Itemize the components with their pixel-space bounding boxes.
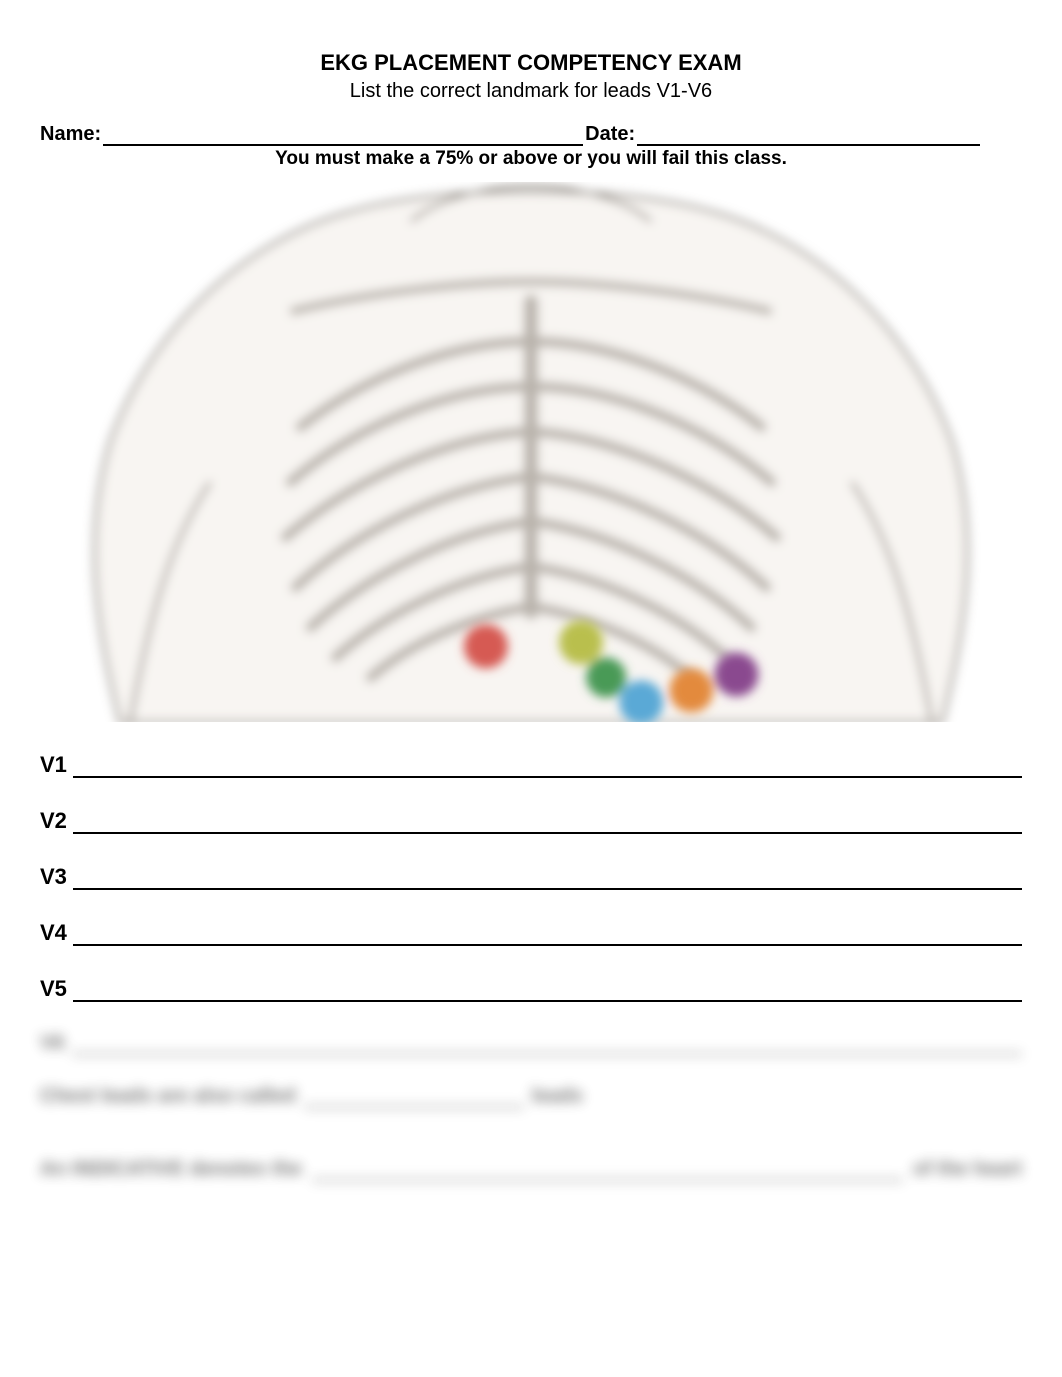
blurred-chest-leads-line: Chest leads are also called leads — [40, 1085, 1022, 1108]
answer-lines: V1 V2 V3 V4 V5 — [40, 752, 1022, 1002]
indicative-prefix: An INDICATIVE denotes the — [40, 1158, 302, 1181]
lead-dot-v1 — [464, 624, 508, 668]
chest-diagram — [40, 182, 1022, 722]
answer-blank-v2[interactable] — [73, 810, 1022, 834]
indicative-suffix: of the heart — [913, 1158, 1022, 1181]
chest-leads-prefix: Chest leads are also called — [40, 1085, 296, 1108]
answer-blank-v4[interactable] — [73, 922, 1022, 946]
chest-leads-suffix: leads — [532, 1085, 583, 1108]
lead-dot-v2 — [559, 620, 603, 664]
lead-dot-v3 — [586, 657, 626, 697]
name-label: Name: — [40, 123, 101, 146]
answer-blank-v1[interactable] — [73, 754, 1022, 778]
blurred-v6-line: V6 — [40, 1032, 1022, 1055]
name-date-row: Name: Date: — [40, 123, 1022, 146]
answer-label-v4: V4 — [40, 920, 67, 946]
answer-blank-v3[interactable] — [73, 866, 1022, 890]
blurred-region: V6 Chest leads are also called leads An … — [40, 1032, 1022, 1181]
date-blank[interactable] — [637, 124, 980, 146]
answer-label-v1: V1 — [40, 752, 67, 778]
blurred-indicative-line: An INDICATIVE denotes the of the heart — [40, 1158, 1022, 1181]
name-blank[interactable] — [103, 124, 583, 146]
answer-line-v1: V1 — [40, 752, 1022, 778]
v6-blank[interactable] — [72, 1035, 1022, 1055]
warning-text: You must make a 75% or above or you will… — [40, 148, 1022, 170]
answer-line-v4: V4 — [40, 920, 1022, 946]
lead-dot-v5 — [669, 668, 713, 712]
chest-leads-blank[interactable] — [304, 1088, 524, 1108]
answer-line-v5: V5 — [40, 976, 1022, 1002]
answer-label-v3: V3 — [40, 864, 67, 890]
answer-blank-v5[interactable] — [73, 978, 1022, 1002]
answer-label-v5: V5 — [40, 976, 67, 1002]
lead-dot-v6 — [714, 652, 758, 696]
page-subtitle: List the correct landmark for leads V1-V… — [40, 80, 1022, 103]
date-label: Date: — [585, 123, 635, 146]
indicative-blank[interactable] — [312, 1161, 903, 1181]
answer-line-v2: V2 — [40, 808, 1022, 834]
page-title: EKG PLACEMENT COMPETENCY EXAM — [40, 50, 1022, 76]
answer-label-v2: V2 — [40, 808, 67, 834]
answer-line-v3: V3 — [40, 864, 1022, 890]
exam-page: EKG PLACEMENT COMPETENCY EXAM List the c… — [0, 0, 1062, 1377]
v6-label: V6 — [40, 1032, 64, 1055]
